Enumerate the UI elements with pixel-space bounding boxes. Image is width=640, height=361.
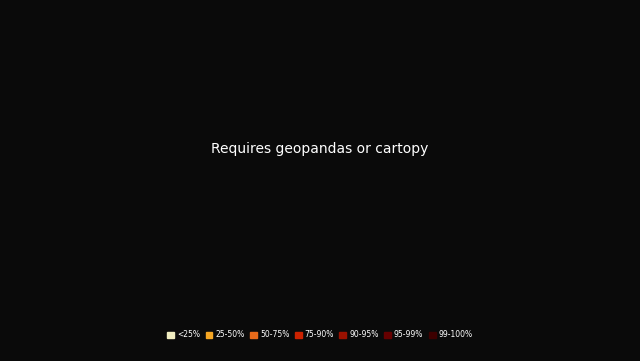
Text: Requires geopandas or cartopy: Requires geopandas or cartopy [211,143,429,156]
Legend: <25%, 25-50%, 50-75%, 75-90%, 90-95%, 95-99%, 99-100%: <25%, 25-50%, 50-75%, 75-90%, 90-95%, 95… [165,328,475,342]
